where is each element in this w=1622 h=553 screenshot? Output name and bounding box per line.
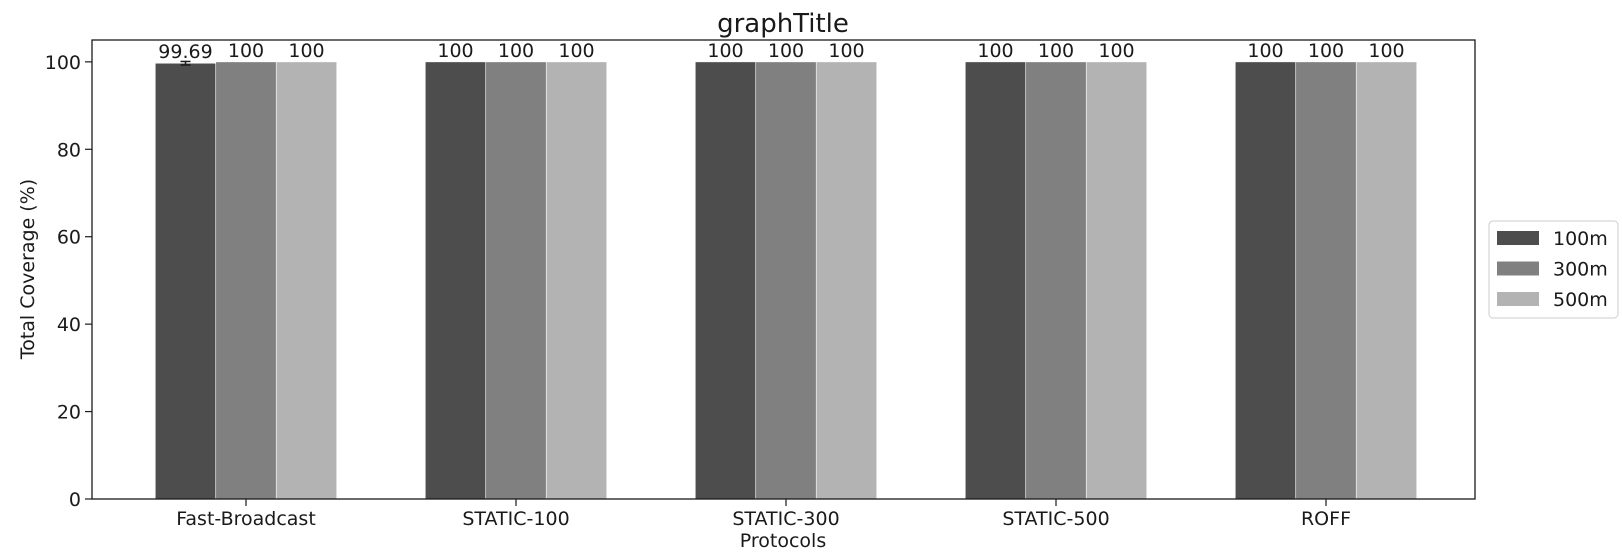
y-tick-label: 0 — [69, 489, 81, 511]
bar-300m-ROFF — [1295, 61, 1357, 500]
bar-300m-STATIC-100 — [485, 61, 547, 500]
legend-swatch-500m — [1497, 292, 1539, 306]
y-tick-label: 80 — [57, 139, 81, 161]
x-axis: Fast-Broadcast STATIC-100 STATIC-300 STATIC… — [176, 499, 1351, 530]
data-label: 100 — [828, 40, 864, 62]
bars-layer — [154, 61, 1418, 500]
legend-label-100m: 100m — [1553, 228, 1608, 250]
bar-100m-STATIC-500 — [964, 61, 1027, 500]
bar-500m-ROFF — [1355, 61, 1418, 500]
legend-swatch-300m — [1497, 261, 1539, 276]
plot-area-frame — [91, 39, 1476, 500]
data-label: 100 — [1247, 40, 1283, 62]
legend-items: 100m 300m 500m — [1497, 228, 1608, 311]
data-label: 100 — [1308, 40, 1344, 62]
bar-100m-STATIC-100 — [424, 61, 487, 500]
bar-300m-Fast-Broadcast — [215, 61, 277, 500]
data-label: 100 — [498, 40, 534, 62]
y-axis: 0 20 40 60 80 100 — [45, 52, 92, 511]
data-label: 100 — [288, 40, 324, 62]
bar-500m-STATIC-300 — [815, 61, 878, 500]
data-label: 100 — [1038, 40, 1074, 62]
error-bars-layer — [180, 60, 191, 66]
bar-100m-STATIC-300 — [694, 61, 757, 500]
legend: 100m 300m 500m — [1488, 220, 1619, 319]
bar-100m-ROFF — [1234, 61, 1297, 500]
data-label: 100 — [768, 40, 804, 62]
bar-300m-STATIC-300 — [755, 61, 817, 500]
data-label: 100 — [558, 40, 594, 62]
bar-100m-Fast-Broadcast — [154, 62, 217, 500]
y-axis-label: Total Coverage (%) — [17, 179, 39, 360]
data-labels-layer: 99.69 100 100 100 100 100 100 100 100 100 100 100 10… — [158, 40, 1404, 63]
data-label: 100 — [228, 40, 264, 62]
x-tick-label: ROFF — [1301, 508, 1351, 530]
bar-500m-STATIC-100 — [545, 61, 608, 500]
y-tick-label: 40 — [57, 314, 81, 336]
x-tick-label: STATIC-100 — [462, 508, 569, 530]
legend-label-500m: 500m — [1553, 289, 1608, 311]
data-label: 100 — [707, 40, 743, 62]
x-tick-label: STATIC-500 — [1002, 508, 1109, 530]
x-tick-label: STATIC-300 — [732, 508, 839, 530]
data-label: 100 — [437, 40, 473, 62]
data-label: 100 — [1098, 40, 1134, 62]
legend-swatch-100m — [1497, 231, 1539, 245]
x-axis-label: Protocols — [740, 530, 826, 552]
data-label: 100 — [1368, 40, 1404, 62]
bar-500m-Fast-Broadcast — [275, 61, 338, 500]
data-label: 99.69 — [158, 41, 212, 63]
data-label: 100 — [977, 40, 1013, 62]
bar-500m-STATIC-500 — [1085, 61, 1148, 500]
chart-title: graphTitle — [717, 9, 849, 39]
y-tick-label: 60 — [57, 227, 81, 249]
bar-300m-STATIC-500 — [1025, 61, 1087, 500]
x-tick-label: Fast-Broadcast — [176, 508, 316, 530]
legend-label-300m: 300m — [1553, 259, 1608, 281]
y-tick-label: 20 — [57, 402, 81, 424]
y-tick-label: 100 — [45, 52, 81, 74]
